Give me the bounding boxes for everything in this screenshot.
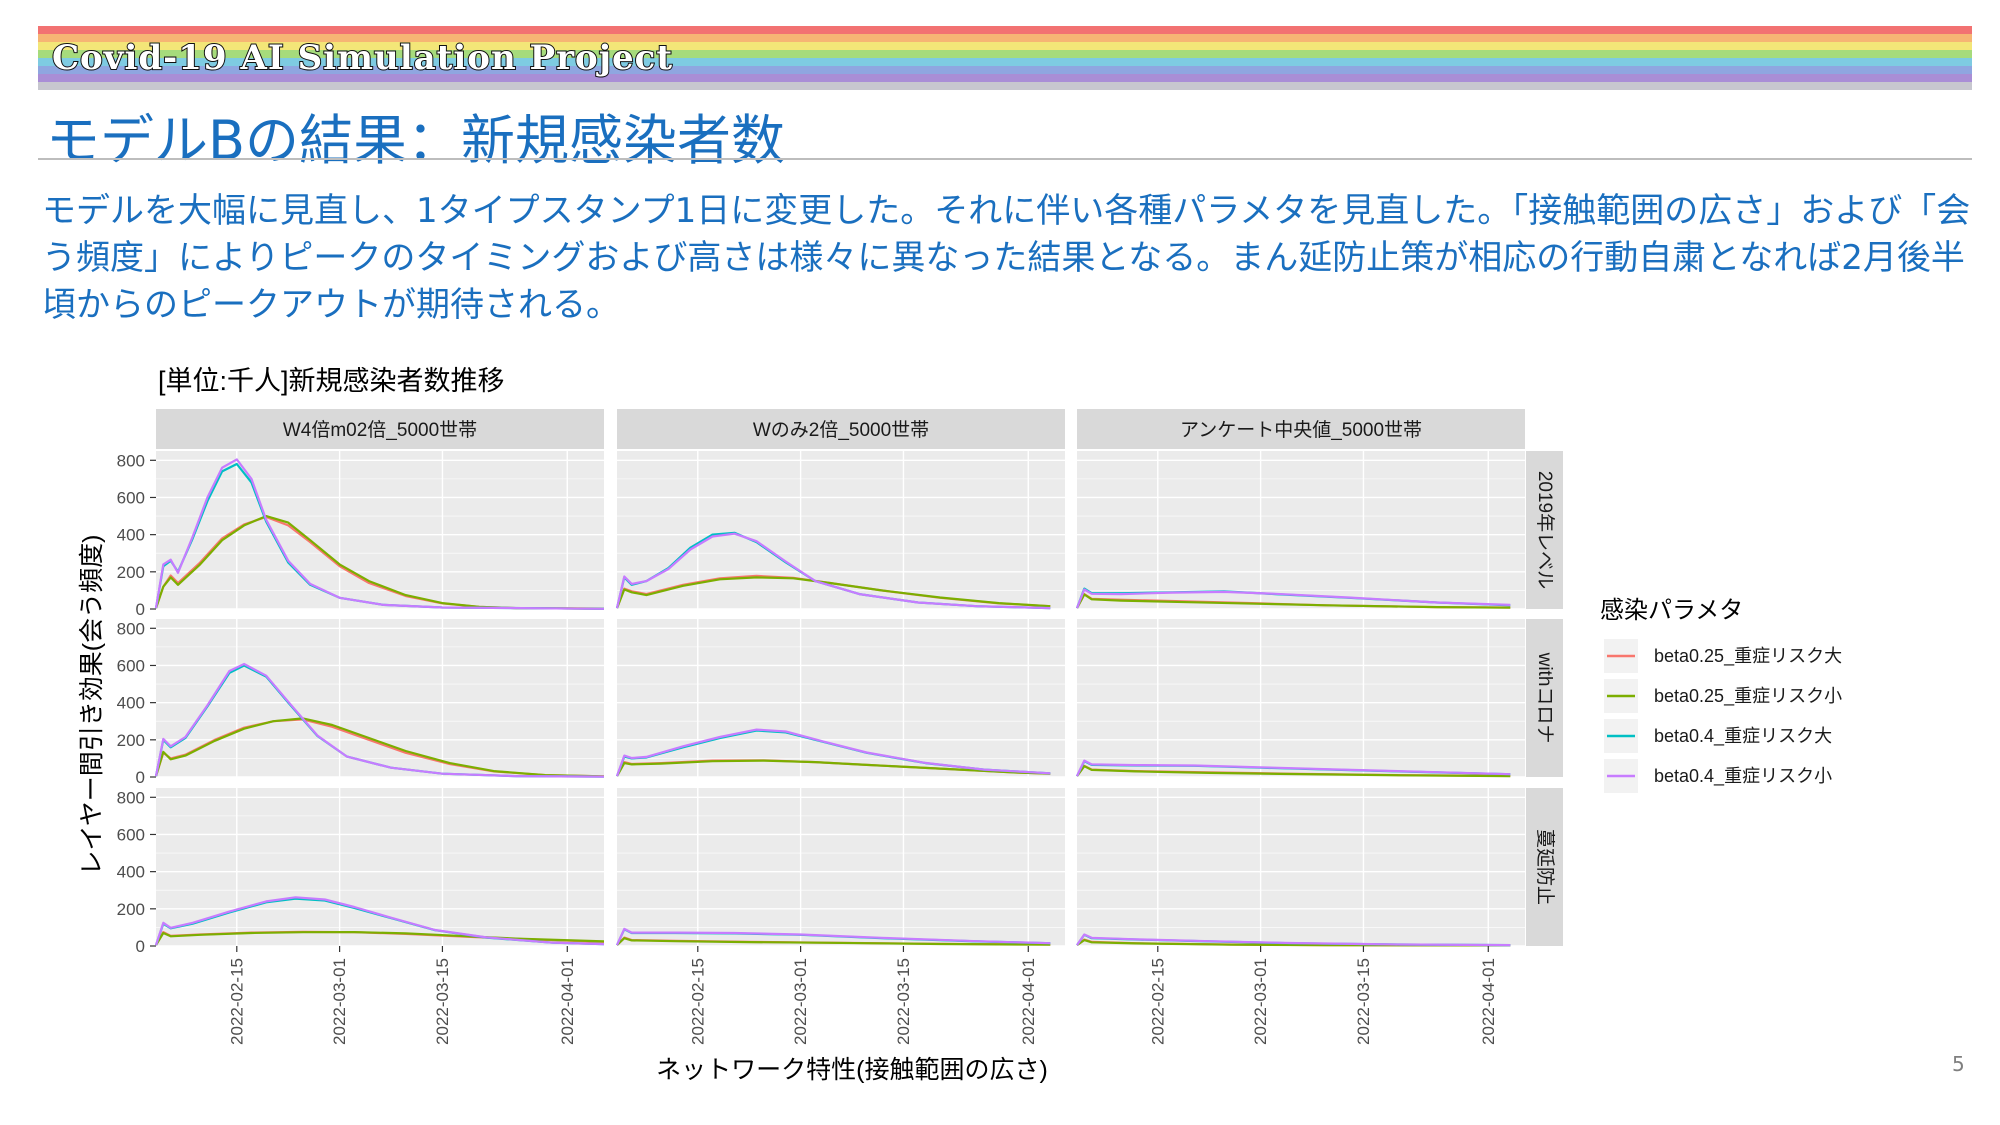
series-line [1076, 759, 1511, 777]
series-line [615, 927, 1051, 946]
x-tick-label: 2022-03-01 [791, 958, 810, 1045]
column-strip-label: アンケート中央値_5000世帯 [1180, 419, 1422, 441]
panel-r2-c2 [1076, 788, 1525, 947]
y-tick-label: 0 [136, 600, 145, 619]
panel-background [617, 788, 1065, 946]
facet-panels [154, 451, 1525, 947]
rainbow-stripe-0 [38, 26, 1972, 34]
y-tick-label: 800 [117, 788, 145, 807]
legend-label: beta0.4_重症リスク小 [1654, 766, 1832, 787]
row-strip [1526, 451, 1563, 609]
rainbow-stripe-7 [38, 82, 1972, 90]
row-strip [1526, 619, 1563, 777]
panel-background [1077, 451, 1525, 609]
row-strip [1526, 788, 1563, 946]
y-tick-label: 200 [117, 900, 145, 919]
row-strip-label: 蔓延防止 [1534, 829, 1556, 905]
panel-r1-c2 [1076, 619, 1525, 778]
legend-label: beta0.25_重症リスク小 [1654, 686, 1842, 707]
y-tick-label: 400 [117, 694, 145, 713]
panel-r0-c1 [615, 451, 1065, 610]
x-tick-label: 2022-02-15 [227, 958, 246, 1045]
column-strip-label: W4倍m02倍_5000世帯 [283, 419, 477, 441]
rainbow-banner [38, 26, 1972, 90]
x-axis-title: ネットワーク特性(接触範囲の広さ) [656, 1056, 1048, 1084]
y-tick-label: 800 [117, 451, 145, 470]
series-line [154, 458, 605, 610]
y-tick-label: 400 [117, 863, 145, 882]
x-tick-label: 2022-03-15 [894, 958, 913, 1045]
x-tick-label: 2022-02-15 [688, 958, 707, 1045]
y-tick-label: 200 [117, 563, 145, 582]
rainbow-stripe-1 [38, 34, 1972, 42]
series-line [154, 662, 605, 778]
y-axis-title: レイヤー間引き効果(会う頻度) [78, 535, 106, 876]
panel-background [1077, 619, 1525, 777]
chart-title: [単位:千人]新規感染者数推移 [158, 366, 505, 396]
column-strip [156, 409, 604, 449]
x-tick-label: 2022-04-01 [558, 958, 577, 1045]
row-strip-label: 2019年レベル [1534, 471, 1556, 589]
column-strip [617, 409, 1065, 449]
series-line [154, 515, 605, 610]
rainbow-stripe-3 [38, 50, 1972, 58]
y-tick-label: 0 [136, 937, 145, 956]
panel-r0-c2 [1075, 451, 1525, 610]
legend-title: 感染パラメタ [1600, 597, 1743, 624]
page-number: 5 [1952, 1052, 1965, 1076]
panel-background [617, 619, 1065, 777]
series-line [616, 759, 1051, 777]
facet-strips: W4倍m02倍_5000世帯 Wのみ2倍_5000世帯 アンケート中央値_5000世… [156, 409, 1563, 946]
slide-title: モデルBの結果：新規感染者数 [46, 109, 786, 172]
series-line [1075, 588, 1511, 609]
series-line [615, 576, 1051, 609]
project-title: Covid-19 AI Simulation Project [51, 37, 674, 79]
y-tick-label: 600 [117, 656, 145, 675]
panel-r1-c0 [154, 619, 605, 778]
legend-label: beta0.4_重症リスク大 [1654, 726, 1832, 747]
series-line [616, 937, 1051, 946]
column-strip-label: Wのみ2倍_5000世帯 [753, 419, 929, 441]
x-tick-label: 2022-04-01 [1479, 958, 1498, 1045]
x-tick-label: 2022-03-01 [1251, 958, 1270, 1045]
y-tick-label: 800 [117, 619, 145, 638]
series-line [1076, 765, 1511, 778]
panel-background [156, 788, 604, 946]
panel-r2-c1 [615, 788, 1065, 947]
x-tick-label: 2022-04-01 [1019, 958, 1038, 1045]
x-tick-label: 2022-03-01 [330, 958, 349, 1045]
panel-background [156, 619, 604, 777]
series-line [615, 728, 1051, 777]
rainbow-stripe-4 [38, 58, 1972, 66]
title-divider [38, 158, 1972, 160]
panel-background [156, 451, 604, 609]
rainbow-stripe-6 [38, 74, 1972, 82]
panel-r1-c1 [615, 619, 1065, 778]
rainbow-stripe-2 [38, 42, 1972, 50]
panel-r0-c0 [154, 451, 605, 610]
series-line [615, 532, 1051, 610]
axes: 0200400600800020040060080002004006008002… [117, 451, 1498, 1045]
x-tick-label: 2022-02-15 [1148, 958, 1167, 1045]
column-strip [1077, 409, 1525, 449]
body-text: モデルを大幅に見直し、1タイプスタンプ1日に変更した。それに伴い各種パラメタを見… [42, 191, 1971, 325]
series-line [1076, 933, 1511, 947]
x-tick-label: 2022-03-15 [1354, 958, 1373, 1045]
y-tick-label: 0 [136, 768, 145, 787]
y-tick-label: 600 [117, 825, 145, 844]
legend-label: beta0.25_重症リスク大 [1654, 646, 1842, 667]
legend: 感染パラメタ beta0.25_重症リスク大 beta0.25_重症リスク小bet… [1600, 597, 1842, 793]
y-tick-label: 200 [117, 731, 145, 750]
series-line [1076, 593, 1511, 609]
x-tick-label: 2022-03-15 [433, 958, 452, 1045]
series-line [154, 896, 605, 946]
series-line [1076, 939, 1511, 947]
row-strip-label: withコロナ [1534, 652, 1555, 744]
y-tick-label: 400 [117, 526, 145, 545]
rainbow-stripe-5 [38, 66, 1972, 74]
panel-background [1077, 788, 1525, 946]
y-tick-label: 600 [117, 488, 145, 507]
panel-r2-c0 [154, 788, 605, 947]
